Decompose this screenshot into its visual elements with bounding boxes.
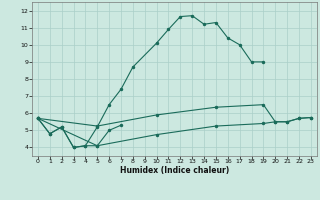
X-axis label: Humidex (Indice chaleur): Humidex (Indice chaleur) — [120, 166, 229, 175]
